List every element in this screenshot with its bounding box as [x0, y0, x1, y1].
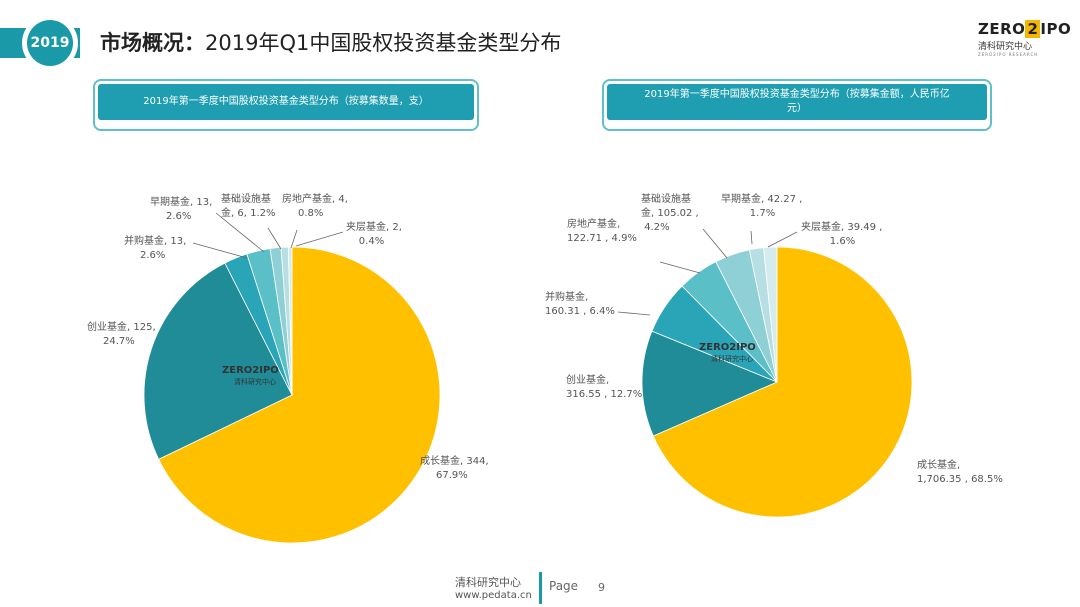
brand-logo: ZERO 2 IPO 清科研究中心 ZERO2IPO RESEARCH: [978, 20, 1071, 57]
chart2-label-0-line1: 成长基金,: [917, 458, 960, 471]
footer-url: www.pedata.cn: [455, 590, 532, 601]
chart2-label-1-line2: 316.55 , 12.7%: [566, 389, 642, 400]
header-bar: 2019 市场概况：2019年Q1中国股权投资基金类型分布 ZERO 2 IPO 清…: [0, 0, 1080, 85]
footer-org: 清科研究中心: [455, 576, 521, 589]
chart1-label-6-line1: 夹层基金, 2,: [346, 220, 402, 233]
footer-divider: [539, 572, 542, 604]
chart1-label-2-line2: 2.6%: [140, 250, 165, 261]
chart2-label-0-line2: 1,706.35 , 68.5%: [917, 474, 1003, 485]
chart2-slice-6: [763, 246, 778, 383]
chart2-label-4-line3: 4.2%: [644, 222, 669, 233]
year-badge: 2019: [27, 20, 73, 66]
chart2-label-6-line2: 1.6%: [830, 236, 855, 247]
chart1-label-4-line2: 金, 6, 1.2%: [221, 206, 275, 219]
chart2-leader-4: [702, 228, 728, 259]
chart1-title-box: 2019年第一季度中国股权投资基金类型分布（按募集数量，支）: [93, 79, 479, 131]
chart1-label-0-line2: 67.9%: [436, 470, 468, 481]
chart1-label-6-line2: 0.4%: [359, 236, 384, 247]
chart2-label-3-line1: 房地产基金,: [567, 217, 620, 230]
page-title-rest: 2019年Q1中国股权投资基金类型分布: [205, 31, 562, 55]
page-title-bold: 市场概况：: [100, 31, 205, 55]
chart1-label-0-line1: 成长基金, 344,: [420, 454, 489, 467]
chart1-title: 2019年第一季度中国股权投资基金类型分布（按募集数量，支）: [98, 84, 474, 120]
chart1-leader-5: [290, 229, 298, 249]
chart2-title-line1: 2019年第一季度中国股权投资基金类型分布（按募集金额，人民币亿: [644, 89, 950, 100]
chart1-slice-1: [143, 262, 293, 460]
chart2-label-2-line2: 160.31 , 6.4%: [545, 306, 615, 317]
chart2-leader-6: [767, 231, 798, 248]
chart2-label-4-line2: 金, 105.02 ,: [641, 206, 699, 219]
chart2-slice-1: [641, 330, 779, 437]
chart2-watermark-logo: ZERO2IPO: [699, 342, 756, 353]
chart2-leader-3: [659, 261, 701, 274]
chart1-leader-3: [215, 212, 265, 253]
chart1-watermark-sub: 清科研究中心: [234, 377, 276, 386]
footer-page-number: 9: [598, 581, 605, 594]
page-title: 市场概况：2019年Q1中国股权投资基金类型分布: [100, 27, 561, 57]
chart2-slice-0: [652, 246, 913, 518]
logo-part-a: ZERO: [978, 20, 1026, 38]
chart2-leader-2: [617, 311, 651, 316]
logo-part-b: IPO: [1040, 20, 1072, 38]
chart1-slice-6: [287, 246, 293, 396]
chart2-label-3-line2: 122.71 , 4.9%: [567, 233, 637, 244]
chart2-label-6-line1: 夹层基金, 39.49 ,: [801, 220, 882, 233]
chart2-label-2-line1: 并购基金,: [545, 290, 588, 303]
chart2-title-box: 2019年第一季度中国股权投资基金类型分布（按募集金额，人民币亿 元）: [602, 79, 992, 131]
chart1-watermark-logo: ZERO2IPO: [222, 365, 279, 376]
chart1-label-5-line1: 房地产基金, 4,: [282, 192, 348, 205]
chart1-leader-2: [192, 242, 248, 259]
chart1-leader-6: [295, 231, 344, 247]
chart1-leader-4: [267, 227, 282, 250]
chart2-leader-5: [750, 230, 753, 245]
footer-page-label: Page: [549, 579, 579, 593]
logo-tagline: ZERO2IPO RESEARCH: [978, 52, 1039, 57]
chart1-label-3-line1: 早期基金, 13,: [150, 195, 212, 208]
chart2-title-line2: 元）: [787, 103, 807, 114]
logo-part-z: 2: [1025, 20, 1041, 38]
chart1-label-1-line2: 24.7%: [103, 336, 135, 347]
chart2-label-4-line1: 基础设施基: [641, 192, 691, 205]
chart1-label-1-line1: 创业基金, 125,: [87, 320, 156, 333]
chart2-label-5-line1: 早期基金, 42.27 ,: [721, 192, 802, 205]
chart2-watermark-sub: 清科研究中心: [711, 354, 753, 363]
chart2-label-5-line2: 1.7%: [750, 208, 775, 219]
chart1-slice-0: [158, 246, 441, 544]
chart1-label-2-line1: 并购基金, 13,: [124, 234, 186, 247]
chart1-label-4-line1: 基础设施基: [221, 192, 271, 205]
chart1-label-3-line2: 2.6%: [166, 211, 191, 222]
chart2-label-1-line1: 创业基金,: [566, 373, 609, 386]
logo-subtitle: 清科研究中心: [978, 42, 1033, 52]
chart2-title: 2019年第一季度中国股权投资基金类型分布（按募集金额，人民币亿 元）: [607, 84, 987, 120]
chart1-label-5-line2: 0.8%: [298, 208, 323, 219]
